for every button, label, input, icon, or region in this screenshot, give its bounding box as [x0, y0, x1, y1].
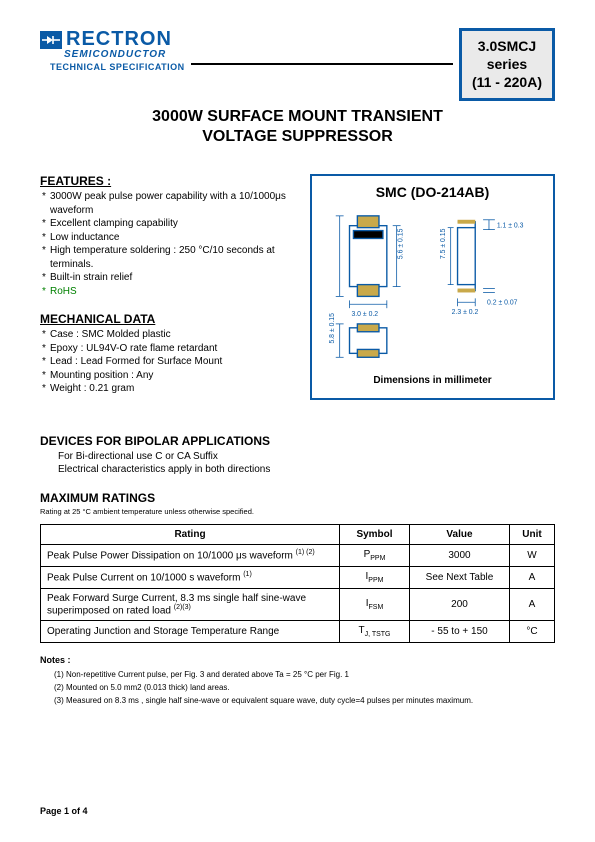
header: RECTRON SEMICONDUCTOR TECHNICAL SPECIFIC… — [40, 28, 555, 101]
feature-item: Built-in strain relief — [42, 271, 292, 285]
value-cell: - 55 to + 150 — [410, 620, 510, 642]
dim-side-h: 7.5 ± 0.15 — [440, 229, 447, 260]
rating-cell: Peak Forward Surge Current, 8.3 ms singl… — [41, 588, 340, 620]
unit-cell: A — [510, 588, 555, 620]
features-heading: FEATURES : — [40, 174, 292, 188]
symbol-cell: IPPM — [340, 566, 410, 588]
bipolar-section: DEVICES FOR BIPOLAR APPLICATIONS For Bi-… — [40, 434, 555, 477]
logo-spec: TECHNICAL SPECIFICATION — [50, 62, 185, 72]
title-line1: 3000W SURFACE MOUNT TRANSIENT — [40, 107, 555, 128]
bipolar-heading: DEVICES FOR BIPOLAR APPLICATIONS — [40, 434, 555, 448]
bipolar-text1: For Bi-directional use C or CA Suffix — [58, 450, 555, 464]
logo-block: RECTRON SEMICONDUCTOR TECHNICAL SPECIFIC… — [40, 28, 185, 72]
dim-body-h: 5.6 ± 0.15 — [398, 229, 405, 260]
features-list: 3000W peak pulse power capability with a… — [42, 190, 292, 298]
note-item: (3) Measured on 8.3 ms , single half sin… — [54, 695, 555, 708]
ratings-table: Rating Symbol Value Unit Peak Pulse Powe… — [40, 524, 555, 643]
table-row: Peak Pulse Power Dissipation on 10/1000 … — [41, 544, 555, 566]
header-divider — [191, 63, 453, 65]
title-line2: VOLTAGE SUPPRESSOR — [40, 127, 555, 148]
rating-cell: Peak Pulse Current on 10/1000 s waveform… — [41, 566, 340, 588]
table-row: Operating Junction and Storage Temperatu… — [41, 620, 555, 642]
col-value: Value — [410, 524, 510, 544]
dim-lead-t: 0.2 ± 0.07 — [487, 299, 518, 306]
mechanical-item: Case : SMC Molded plastic — [42, 328, 292, 342]
rating-cell: Operating Junction and Storage Temperatu… — [41, 620, 340, 642]
col-symbol: Symbol — [340, 524, 410, 544]
symbol-cell: TJ, TSTG — [340, 620, 410, 642]
series-line1: 3.0SMCJ — [472, 37, 542, 55]
dim-thick: 1.1 ± 0.3 — [497, 223, 524, 230]
table-row: Peak Forward Surge Current, 8.3 ms singl… — [41, 588, 555, 620]
unit-cell: A — [510, 566, 555, 588]
mechanical-item: Weight : 0.21 gram — [42, 382, 292, 396]
note-item: (2) Mounted on 5.0 mm2 (0.013 thick) lan… — [54, 682, 555, 695]
dim-lead-span: 5.8 ± 0.15 — [329, 313, 336, 344]
diode-icon — [40, 31, 62, 49]
mechanical-item: Mounting position : Any — [42, 369, 292, 383]
dim-body-w: 3.0 ± 0.2 — [351, 311, 378, 318]
note-item: (1) Non-repetitive Current pulse, per Fi… — [54, 669, 555, 682]
series-line2: series — [472, 55, 542, 73]
unit-cell: W — [510, 544, 555, 566]
feature-item: Excellent clamping capability — [42, 217, 292, 231]
notes-heading: Notes : — [40, 655, 555, 665]
table-row: Peak Pulse Current on 10/1000 s waveform… — [41, 566, 555, 588]
value-cell: 3000 — [410, 544, 510, 566]
value-cell: See Next Table — [410, 566, 510, 588]
ratings-heading: MAXIMUM RATINGS — [40, 491, 555, 505]
package-caption: Dimensions in millimeter — [322, 375, 543, 386]
symbol-cell: IFSM — [340, 588, 410, 620]
feature-item-rohs: RoHS — [42, 285, 292, 299]
mechanical-item: Lead : Lead Formed for Surface Mount — [42, 355, 292, 369]
mechanical-heading: MECHANICAL DATA — [40, 312, 292, 326]
table-header-row: Rating Symbol Value Unit — [41, 524, 555, 544]
series-box: 3.0SMCJ series (11 - 220A) — [459, 28, 555, 101]
col-rating: Rating — [41, 524, 340, 544]
col-unit: Unit — [510, 524, 555, 544]
series-line3: (11 - 220A) — [472, 73, 542, 91]
feature-item: Low inductance — [42, 231, 292, 245]
bipolar-text2: Electrical characteristics apply in both… — [58, 463, 555, 477]
feature-item: 3000W peak pulse power capability with a… — [42, 190, 292, 217]
page-title: 3000W SURFACE MOUNT TRANSIENT VOLTAGE SU… — [40, 107, 555, 149]
logo-name: RECTRON — [66, 28, 172, 51]
feature-item: High temperature soldering : 250 °C/10 s… — [42, 244, 292, 271]
package-title: SMC (DO-214AB) — [322, 184, 543, 200]
mechanical-list: Case : SMC Molded plastic Epoxy : UL94V-… — [42, 328, 292, 396]
notes-list: (1) Non-repetitive Current pulse, per Fi… — [54, 669, 555, 707]
value-cell: 200 — [410, 588, 510, 620]
page-footer: Page 1 of 4 — [40, 806, 88, 816]
notes-section: Notes : (1) Non-repetitive Current pulse… — [40, 655, 555, 707]
package-drawing: 5.6 ± 0.15 3.0 ± 0.2 — [322, 208, 543, 360]
package-box: SMC (DO-214AB) 5.6 ± 0.15 — [310, 174, 555, 410]
dim-side-w: 2.3 ± 0.2 — [452, 309, 479, 316]
symbol-cell: PPPM — [340, 544, 410, 566]
left-column: FEATURES : 3000W peak pulse power capabi… — [40, 174, 292, 410]
mechanical-item: Epoxy : UL94V-O rate flame retardant — [42, 342, 292, 356]
rating-cell: Peak Pulse Power Dissipation on 10/1000 … — [41, 544, 340, 566]
unit-cell: °C — [510, 620, 555, 642]
ratings-sub: Rating at 25 °C ambient temperature unle… — [40, 507, 555, 516]
